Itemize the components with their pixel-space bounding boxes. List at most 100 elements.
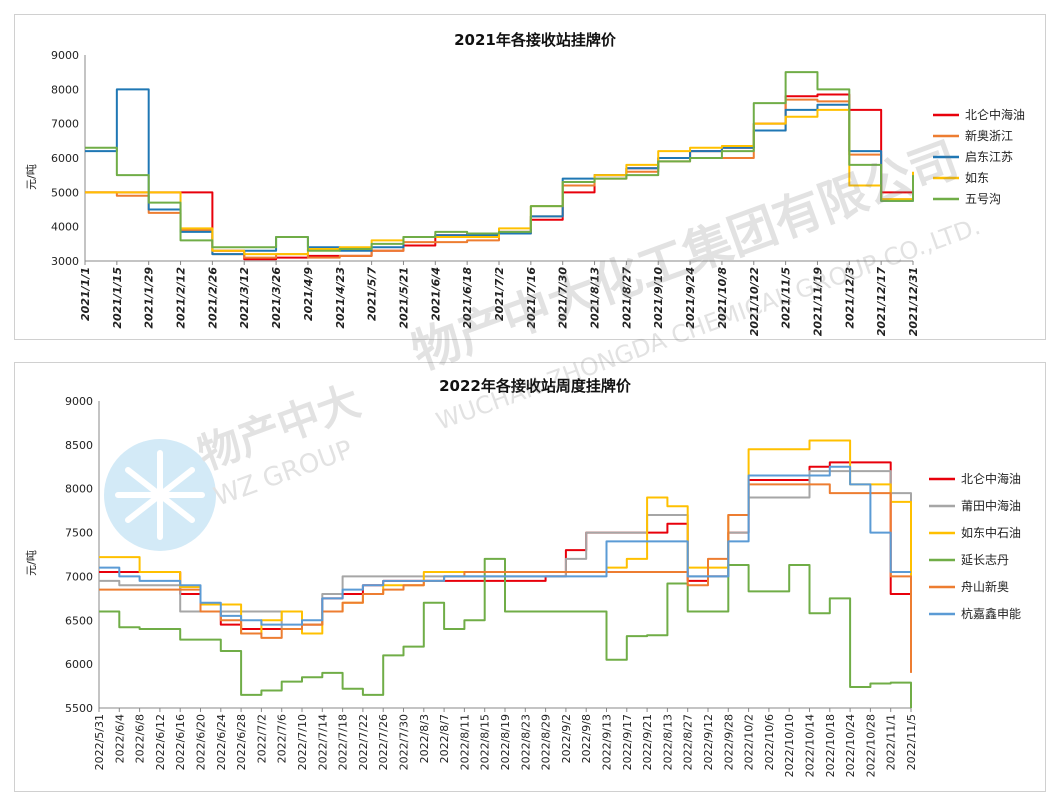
y-tick-label: 8500	[65, 439, 93, 452]
x-tick-label: 2022/7/2	[255, 714, 268, 763]
x-tick-label: 2022/9/2	[560, 714, 573, 763]
series-line-5	[99, 465, 911, 626]
x-tick-label: 2021/7/16	[525, 267, 538, 329]
x-tick-label: 2021/6/18	[461, 267, 474, 329]
x-tick-label: 2021/12/3	[843, 267, 856, 329]
y-tick-label: 8000	[51, 83, 79, 96]
x-tick-label: 2022/9/8	[580, 714, 593, 763]
y-tick-label: 4000	[51, 221, 79, 234]
x-tick-label: 2022/8/27	[682, 714, 695, 770]
x-tick-label: 2021/3/26	[270, 267, 283, 329]
x-tick-label: 2021/7/30	[557, 267, 570, 329]
x-tick-label: 2022/10/24	[844, 714, 857, 777]
x-tick-label: 2022/7/14	[316, 714, 329, 770]
x-tick-label: 2022/9/13	[601, 714, 614, 770]
x-tick-label: 2021/9/24	[684, 267, 697, 329]
chart-2022-title: 2022年各接收站周度挂牌价	[439, 377, 632, 395]
legend-label: 如东	[965, 170, 989, 185]
x-tick-label: 2022/7/10	[296, 714, 309, 770]
series-line-4	[85, 71, 914, 252]
x-tick-label: 2021/6/4	[429, 267, 442, 321]
x-tick-label: 2022/8/15	[479, 714, 492, 770]
x-tick-label: 2021/11/19	[811, 267, 824, 337]
y-tick-label: 6000	[51, 152, 79, 165]
legend-label: 如东中石油	[961, 525, 1021, 540]
x-tick-label: 2022/5/31	[93, 714, 106, 770]
chart-2022-svg: 2022年各接收站周度挂牌价 元/吨 5500 6000 6500 7000 7500 8…	[25, 377, 1021, 777]
x-tick-label: 2022/6/20	[195, 714, 208, 770]
chart-2021-svg: 2021年各接收站挂牌价 元/吨 3000 4000 5000 6000 7000 800…	[25, 31, 1025, 336]
y-tick-label: 6000	[65, 658, 93, 671]
x-tick-label: 2021/1/1	[79, 267, 92, 321]
y-tick-label: 5500	[65, 702, 93, 715]
x-tick-label: 2021/12/17	[875, 267, 888, 337]
x-tick-label: 2022/8/19	[499, 714, 512, 770]
x-tick-label: 2022/7/26	[377, 714, 390, 770]
y-tick-label: 9000	[51, 49, 79, 62]
x-tick-label: 2022/10/2	[743, 714, 756, 770]
x-tick-label: 2021/7/2	[493, 267, 506, 321]
x-tick-label: 2022/8/3	[418, 714, 431, 763]
y-tick-label: 7000	[65, 570, 93, 583]
x-tick-label: 2022/8/13	[661, 714, 674, 770]
x-tick-label: 2021/1/29	[143, 267, 156, 329]
y-tick-label: 8000	[65, 483, 93, 496]
y-tick-label: 3000	[51, 255, 79, 268]
legend-label: 延长志丹	[961, 553, 1009, 567]
x-tick-label: 2022/9/12	[702, 714, 715, 770]
x-tick-label: 2021/2/12	[175, 267, 188, 329]
chart-2021-title: 2021年各接收站挂牌价	[454, 31, 617, 49]
x-tick-label: 2021/8/27	[620, 267, 633, 329]
chart-2021-ylabel: 元/吨	[25, 164, 38, 190]
chart-2022-panel: 2022年各接收站周度挂牌价 元/吨 5500 6000 6500 7000 7500 8…	[14, 362, 1046, 792]
chart-2022-series-lines	[99, 439, 912, 708]
x-tick-label: 2022/10/28	[864, 714, 877, 777]
y-tick-label: 5000	[51, 186, 79, 199]
x-tick-label: 2021/4/23	[334, 267, 347, 329]
x-tick-label: 2021/9/10	[652, 267, 665, 329]
legend-label: 莆田中海油	[961, 498, 1021, 513]
x-tick-label: 2022/6/4	[113, 714, 126, 763]
legend-label: 舟山新奥	[961, 579, 1009, 594]
series-line-3	[99, 557, 912, 708]
chart-2022-ylabel: 元/吨	[25, 550, 38, 576]
y-tick-label: 9000	[65, 395, 93, 408]
x-tick-label: 2021/8/13	[589, 267, 602, 329]
legend-label: 杭嘉鑫申能	[961, 606, 1021, 621]
x-tick-label: 2022/8/23	[519, 714, 532, 770]
x-tick-label: 2022/7/22	[357, 714, 370, 770]
x-tick-label: 2021/5/7	[366, 267, 379, 321]
x-tick-label: 2022/6/24	[215, 714, 228, 770]
legend-label: 北仑中海油	[961, 471, 1021, 486]
x-tick-label: 2021/2/26	[206, 267, 219, 329]
x-tick-label: 2022/6/16	[174, 714, 187, 770]
x-tick-label: 2022/8/11	[458, 714, 471, 770]
chart-2021-series-lines	[85, 71, 914, 261]
y-tick-label: 6500	[65, 614, 93, 627]
x-tick-label: 2022/9/21	[641, 714, 654, 770]
x-tick-label: 2021/3/12	[238, 267, 251, 329]
x-tick-label: 2022/9/17	[621, 714, 634, 770]
x-tick-label: 2022/10/6	[763, 714, 776, 770]
x-tick-label: 2021/1/15	[111, 267, 124, 329]
x-tick-label: 2022/8/7	[438, 714, 451, 763]
x-tick-label: 2022/8/29	[540, 714, 553, 770]
x-tick-label: 2022/11/1	[885, 714, 898, 770]
x-tick-label: 2021/12/31	[907, 267, 920, 336]
x-tick-label: 2022/7/18	[337, 714, 350, 770]
x-tick-label: 2021/5/21	[397, 267, 410, 329]
x-tick-label: 2021/10/22	[748, 267, 761, 337]
x-tick-label: 2022/10/14	[804, 714, 817, 777]
x-tick-label: 2022/10/18	[824, 714, 837, 777]
x-tick-label: 2022/6/28	[235, 714, 248, 770]
x-tick-label: 2021/11/5	[780, 267, 793, 329]
x-tick-label: 2022/6/8	[134, 714, 147, 763]
x-tick-label: 2022/9/28	[722, 714, 735, 770]
chart-2021-panel: 2021年各接收站挂牌价 元/吨 3000 4000 5000 6000 7000 800…	[14, 14, 1046, 340]
x-tick-label: 2022/7/30	[398, 714, 411, 770]
x-tick-label: 2021/4/9	[302, 267, 315, 321]
x-tick-label: 2022/7/6	[276, 714, 289, 763]
chart-2021-axes: 3000 4000 5000 6000 7000 8000 9000 2021/1/1 2021…	[51, 49, 920, 336]
